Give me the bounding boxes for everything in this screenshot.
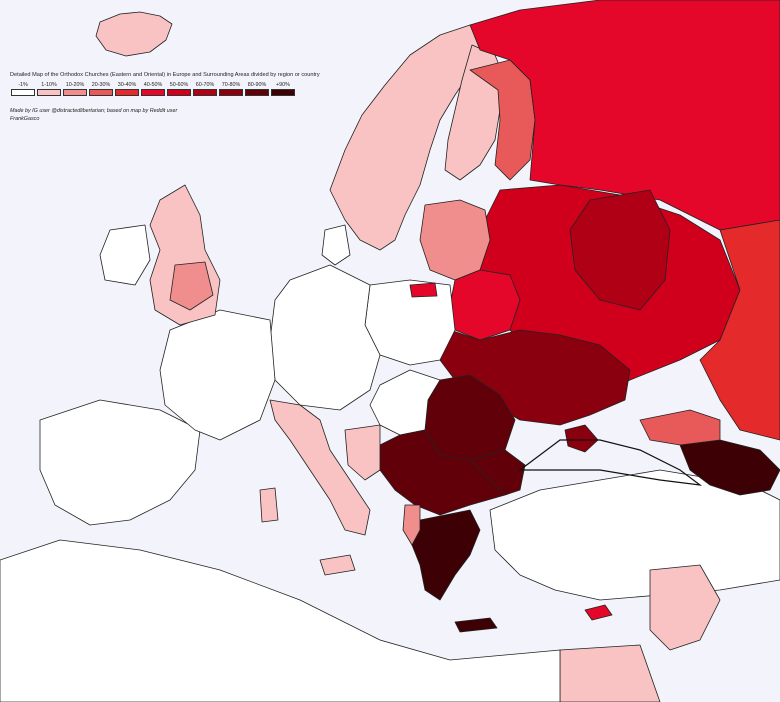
legend-label: 80-90% — [247, 82, 267, 88]
region-north-caucasus — [639, 409, 721, 446]
legend: -1% 1-10% 10-20% 20-30% 30-40% 40-50% 50-60% 60… — [10, 82, 320, 96]
legend-label: 40-50% — [143, 82, 163, 88]
region-iberia — [39, 399, 201, 526]
legend-label: 60-70% — [195, 82, 215, 88]
region-crimea — [564, 424, 599, 453]
region-kaliningrad — [409, 282, 438, 298]
legend-swatch — [37, 89, 61, 96]
legend-swatch — [167, 89, 191, 96]
region-russia-north — [469, 0, 780, 231]
legend-label: 20-30% — [91, 82, 111, 88]
legend-swatch — [89, 89, 113, 96]
region-sicily — [319, 554, 356, 576]
legend-label: 50-60% — [169, 82, 189, 88]
region-sardinia — [259, 487, 279, 523]
region-italy — [269, 399, 371, 536]
region-belarus — [449, 269, 521, 341]
region-turkey — [489, 469, 780, 601]
legend-swatch — [115, 89, 139, 96]
legend-item: 70-80% — [218, 82, 244, 96]
region-russia-east — [699, 219, 780, 441]
region-scandinavia — [329, 24, 483, 251]
legend-label: -1% — [18, 82, 28, 88]
legend-item: 40-50% — [140, 82, 166, 96]
legend-item: -1% — [10, 82, 36, 96]
region-albania — [402, 504, 421, 546]
legend-swatch — [63, 89, 87, 96]
region-caucasus — [679, 439, 780, 496]
legend-item: 30-40% — [114, 82, 140, 96]
legend-swatch — [271, 89, 295, 96]
legend-swatch — [245, 89, 269, 96]
legend-item: 50-60% — [166, 82, 192, 96]
map-info-panel: Detailed Map of the Orthodox Churches (E… — [10, 72, 320, 123]
region-baltics — [419, 199, 491, 281]
coastline-black-sea — [518, 439, 703, 486]
legend-item: 20-30% — [88, 82, 114, 96]
legend-item: +90% — [270, 82, 296, 96]
legend-swatch — [193, 89, 217, 96]
region-cyprus — [584, 604, 613, 621]
region-greece — [411, 509, 481, 601]
region-croatia — [344, 424, 381, 481]
legend-swatch — [11, 89, 35, 96]
legend-item: 10-20% — [62, 82, 88, 96]
legend-swatch — [219, 89, 243, 96]
region-england-core — [169, 261, 214, 311]
region-levant — [649, 564, 721, 651]
legend-label: 10-20% — [65, 82, 85, 88]
region-iceland — [95, 11, 173, 57]
legend-item: 60-70% — [192, 82, 218, 96]
region-ireland — [99, 224, 151, 286]
region-central-europe — [269, 264, 381, 411]
region-denmark — [321, 224, 351, 266]
legend-label: 1-10% — [41, 82, 57, 88]
region-france — [159, 309, 276, 441]
region-north-africa — [0, 539, 561, 702]
credit-text: Made by IG user @distractedlibertarian; … — [10, 108, 178, 122]
legend-item: 1-10% — [36, 82, 62, 96]
legend-swatch — [141, 89, 165, 96]
region-russia-core — [569, 189, 671, 311]
region-crete — [454, 617, 498, 633]
legend-label: +90% — [276, 82, 290, 88]
region-bulgaria — [469, 449, 526, 496]
map-title: Detailed Map of the Orthodox Churches (E… — [10, 72, 320, 78]
legend-item: 80-90% — [244, 82, 270, 96]
legend-label: 70-80% — [221, 82, 241, 88]
legend-label: 30-40% — [117, 82, 137, 88]
